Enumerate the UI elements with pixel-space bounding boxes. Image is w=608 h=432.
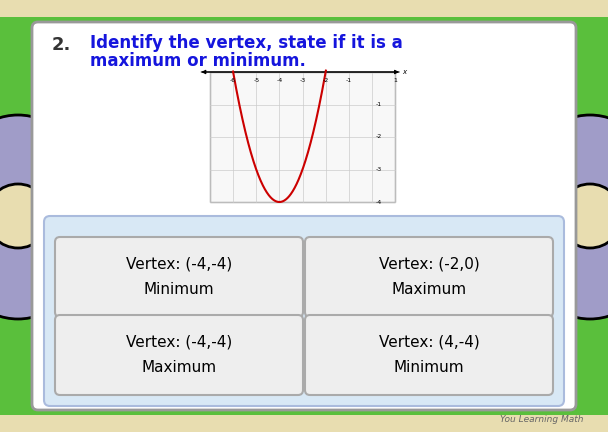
Text: -3: -3 (299, 78, 306, 83)
Text: -6: -6 (230, 78, 236, 83)
Circle shape (558, 184, 608, 248)
Bar (0, 415, 608, 432)
Text: Identify the vertex, state if it is a: Identify the vertex, state if it is a (90, 34, 402, 52)
Text: 1: 1 (393, 78, 397, 83)
Bar (210, 72, 395, 202)
FancyBboxPatch shape (32, 22, 576, 410)
Text: Minimum: Minimum (143, 283, 214, 298)
FancyBboxPatch shape (305, 237, 553, 317)
Bar (0, 0, 608, 17)
Text: -2: -2 (322, 78, 329, 83)
Text: -1: -1 (346, 78, 352, 83)
Text: -1: -1 (376, 102, 382, 107)
Circle shape (528, 195, 608, 319)
Text: -4: -4 (276, 78, 283, 83)
Text: Vertex: (-4,-4): Vertex: (-4,-4) (126, 334, 232, 349)
Circle shape (0, 184, 50, 248)
Text: Vertex: (-2,0): Vertex: (-2,0) (379, 257, 479, 271)
Text: Maximum: Maximum (392, 283, 466, 298)
Text: -5: -5 (253, 78, 260, 83)
FancyBboxPatch shape (305, 315, 553, 395)
Text: You Learning Math: You Learning Math (500, 415, 583, 424)
Text: x: x (402, 69, 407, 75)
Circle shape (0, 195, 80, 319)
Text: Maximum: Maximum (142, 360, 216, 375)
Text: Minimum: Minimum (394, 360, 465, 375)
Circle shape (0, 115, 80, 239)
Text: Vertex: (4,-4): Vertex: (4,-4) (379, 334, 479, 349)
Text: -3: -3 (376, 167, 382, 172)
Text: -2: -2 (376, 134, 382, 140)
FancyBboxPatch shape (55, 237, 303, 317)
Text: maximum or minimum.: maximum or minimum. (90, 52, 306, 70)
FancyBboxPatch shape (44, 216, 564, 406)
Text: -4: -4 (376, 200, 382, 204)
Text: Vertex: (-4,-4): Vertex: (-4,-4) (126, 257, 232, 271)
Text: 2.: 2. (52, 36, 71, 54)
FancyBboxPatch shape (55, 315, 303, 395)
Circle shape (528, 115, 608, 239)
